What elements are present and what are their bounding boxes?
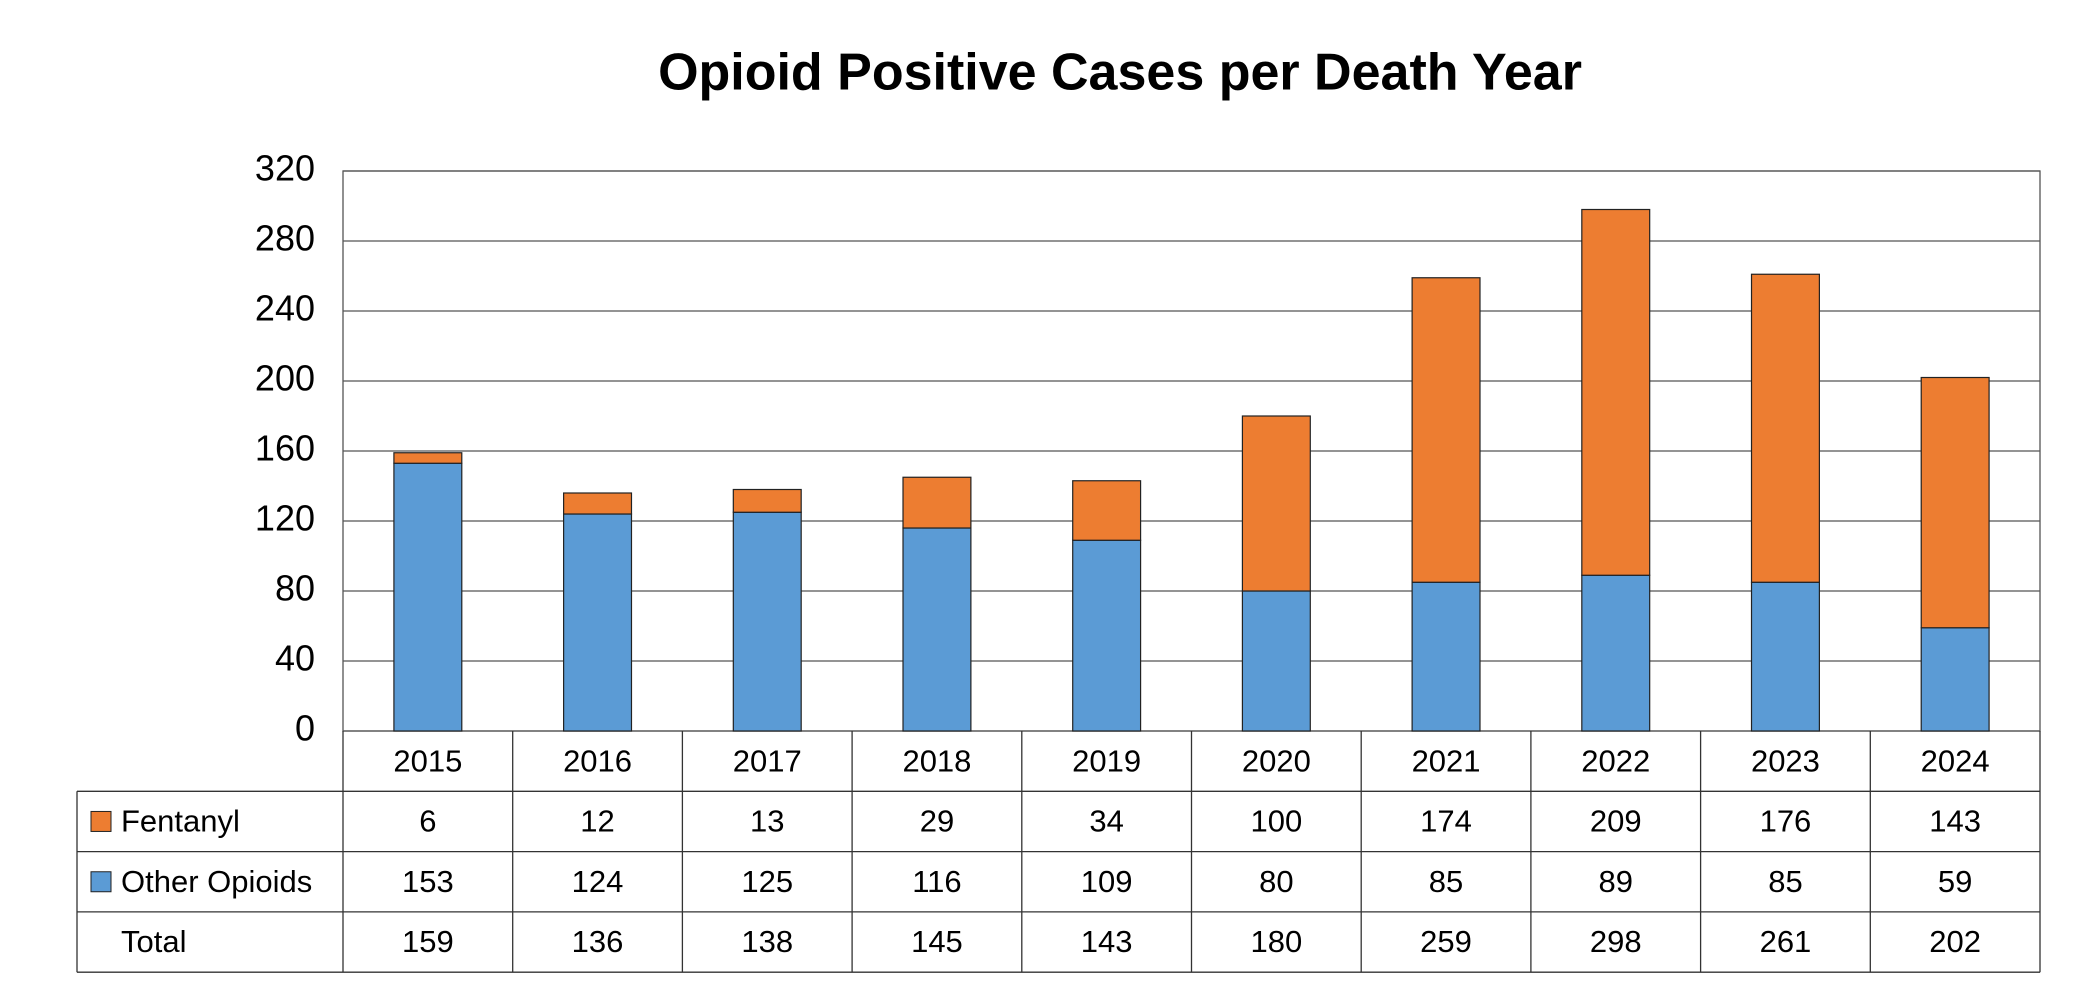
table-cell: 85 bbox=[1429, 864, 1463, 899]
table-cell: 116 bbox=[912, 864, 961, 899]
table-cell: 298 bbox=[1590, 924, 1642, 959]
table-cell: 29 bbox=[920, 804, 954, 839]
table-cell: 174 bbox=[1420, 804, 1472, 839]
bar-segment bbox=[1581, 574, 1651, 732]
y-tick-label: 120 bbox=[255, 498, 315, 539]
legend-swatch bbox=[90, 871, 112, 893]
y-tick-label: 240 bbox=[255, 288, 315, 329]
legend-label: Fentanyl bbox=[121, 804, 240, 839]
bar-segment bbox=[1411, 581, 1481, 732]
y-tick-label: 200 bbox=[255, 358, 315, 399]
x-tick-label: 2020 bbox=[1242, 743, 1311, 778]
table-cell: 202 bbox=[1929, 924, 1981, 959]
table-cell: 13 bbox=[750, 804, 784, 839]
chart-title: Opioid Positive Cases per Death Year bbox=[658, 44, 1582, 102]
table-cell: 138 bbox=[741, 924, 793, 959]
bar-segment bbox=[902, 476, 972, 529]
table-cell: 109 bbox=[1081, 864, 1133, 899]
bar-segment bbox=[563, 492, 633, 515]
table-cell: 136 bbox=[572, 924, 624, 959]
table-row-label: Total bbox=[121, 924, 186, 959]
table-cell: 153 bbox=[402, 864, 454, 899]
legend-label: Other Opioids bbox=[121, 864, 312, 899]
table-cell: 12 bbox=[580, 804, 614, 839]
x-tick-label: 2015 bbox=[393, 743, 462, 778]
bar-segment bbox=[393, 452, 463, 464]
y-tick-label: 40 bbox=[275, 638, 315, 679]
table-cell: 145 bbox=[911, 924, 963, 959]
table-cell: 176 bbox=[1760, 804, 1812, 839]
table-cell: 143 bbox=[1081, 924, 1133, 959]
table-cell: 124 bbox=[572, 864, 624, 899]
bar-segment bbox=[1750, 273, 1820, 583]
x-tick-label: 2016 bbox=[563, 743, 632, 778]
table-cell: 209 bbox=[1590, 804, 1642, 839]
table-cell: 89 bbox=[1599, 864, 1633, 899]
table-cell: 125 bbox=[741, 864, 793, 899]
table-cell: 34 bbox=[1089, 804, 1123, 839]
bar-segment bbox=[1581, 208, 1651, 576]
bar-segment bbox=[902, 527, 972, 732]
x-tick-label: 2022 bbox=[1581, 743, 1650, 778]
x-tick-label: 2023 bbox=[1751, 743, 1820, 778]
table-cell: 80 bbox=[1259, 864, 1293, 899]
bar-segment bbox=[563, 513, 633, 732]
bar-segment bbox=[732, 511, 802, 732]
bar-segment bbox=[1241, 415, 1311, 592]
bar-segment bbox=[1072, 480, 1142, 541]
table-cell: 143 bbox=[1929, 804, 1981, 839]
table-cell: 159 bbox=[402, 924, 454, 959]
x-tick-label: 2019 bbox=[1072, 743, 1141, 778]
x-tick-label: 2024 bbox=[1921, 743, 1990, 778]
y-tick-label: 160 bbox=[255, 428, 315, 469]
table-cell: 85 bbox=[1768, 864, 1802, 899]
bar-segment bbox=[1241, 590, 1311, 732]
bar-segment bbox=[1920, 376, 1990, 629]
x-tick-label: 2017 bbox=[733, 743, 802, 778]
y-tick-label: 320 bbox=[255, 148, 315, 189]
legend-swatch bbox=[90, 810, 112, 832]
table-cell: 59 bbox=[1938, 864, 1972, 899]
bar-segment bbox=[1072, 539, 1142, 732]
y-tick-label: 280 bbox=[255, 218, 315, 259]
y-tick-label: 0 bbox=[295, 708, 315, 749]
bar-segment bbox=[732, 488, 802, 513]
table-cell: 6 bbox=[419, 804, 436, 839]
table-cell: 100 bbox=[1250, 804, 1302, 839]
bar-segment bbox=[1920, 627, 1990, 732]
table-cell: 180 bbox=[1250, 924, 1302, 959]
bar-segment bbox=[1411, 277, 1481, 583]
table-cell: 259 bbox=[1420, 924, 1472, 959]
y-tick-label: 80 bbox=[275, 568, 315, 609]
x-tick-label: 2018 bbox=[902, 743, 971, 778]
x-tick-label: 2021 bbox=[1412, 743, 1481, 778]
bar-segment bbox=[1750, 581, 1820, 732]
table-cell: 261 bbox=[1760, 924, 1812, 959]
bar-segment bbox=[393, 462, 463, 732]
